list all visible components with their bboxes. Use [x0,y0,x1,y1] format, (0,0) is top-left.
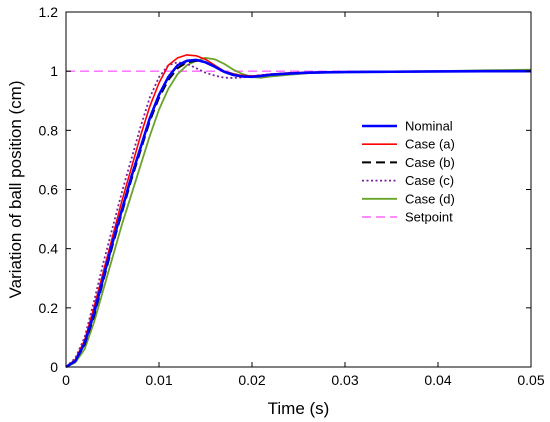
legend-label-case-a: Case (a) [405,137,455,152]
x-tick-label: 0.04 [424,372,451,388]
y-tick-label: 0.2 [39,300,59,316]
y-tick-label: 0.8 [39,122,59,138]
x-axis-title: Time (s) [268,399,330,418]
y-tick-label: 1.2 [39,4,59,20]
y-tick-label: 0.6 [39,182,59,198]
legend-label-case-b: Case (b) [405,155,455,170]
legend-label-case-d: Case (d) [405,191,455,206]
x-tick-label: 0.05 [517,372,544,388]
legend-label-setpoint: Setpoint [405,210,453,225]
legend-label-nominal: Nominal [405,119,453,134]
legend: Nominal Case (a) Case (b) Case (c) Case (d) S… [362,119,455,225]
ticks-layer: 0 0.01 0.02 0.03 0.04 0.05 0 0.2 0.4 0.6 0.8 1 1.2 [39,4,545,388]
legend-label-case-c: Case (c) [405,173,454,188]
series-layer [65,54,532,369]
series-line-nominal [65,58,531,369]
x-tick-label: 0.03 [331,372,358,388]
y-tick-label: 0 [50,359,58,375]
y-tick-label: 1 [50,63,58,79]
x-tick-label: 0.02 [238,372,265,388]
y-axis-title: Variation of ball position (cm) [6,81,25,299]
y-tick-label: 0.4 [39,241,59,257]
x-tick-label: 0 [62,372,70,388]
x-tick-label: 0.01 [145,372,172,388]
